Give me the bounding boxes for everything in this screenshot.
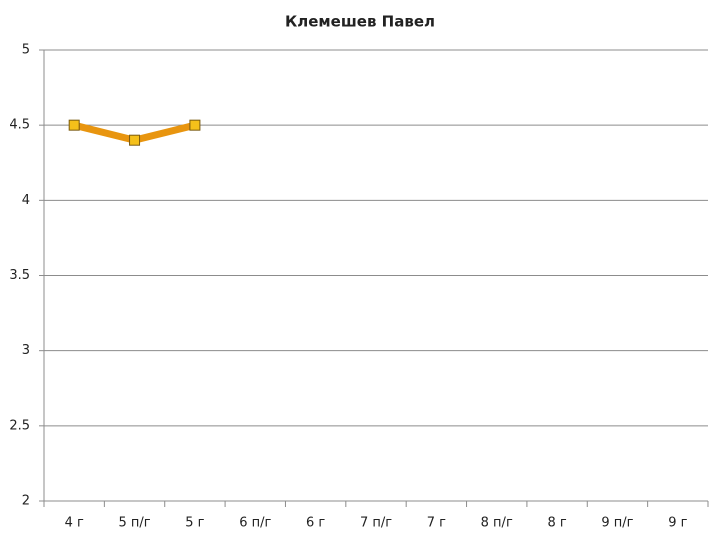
x-tick-label: 9 п/г <box>601 516 633 531</box>
marker <box>129 134 141 146</box>
x-tick-label: 4 г <box>65 516 84 531</box>
y-tick-label: 3 <box>22 343 30 358</box>
y-tick-label: 5 <box>22 43 30 58</box>
x-tick-label: 6 п/г <box>239 516 271 531</box>
y-tick-label: 4 <box>22 193 30 208</box>
marker <box>68 119 80 131</box>
x-tick-label: 6 г <box>306 516 325 531</box>
chart-title: Клемешев Павел <box>285 13 435 31</box>
x-tick-label: 7 п/г <box>360 516 392 531</box>
x-tick-label: 8 п/г <box>481 516 513 531</box>
y-tick-label: 3.5 <box>9 268 30 283</box>
x-tick-label: 5 г <box>185 516 204 531</box>
x-tick-label: 7 г <box>427 516 446 531</box>
marker <box>189 119 201 131</box>
x-tick-label: 8 г <box>547 516 566 531</box>
x-tick-label: 5 п/г <box>118 516 150 531</box>
y-tick-label: 4.5 <box>9 118 30 133</box>
x-tick-label: 9 г <box>668 516 687 531</box>
y-tick-label: 2.5 <box>9 418 30 433</box>
y-tick-label: 2 <box>22 494 30 509</box>
